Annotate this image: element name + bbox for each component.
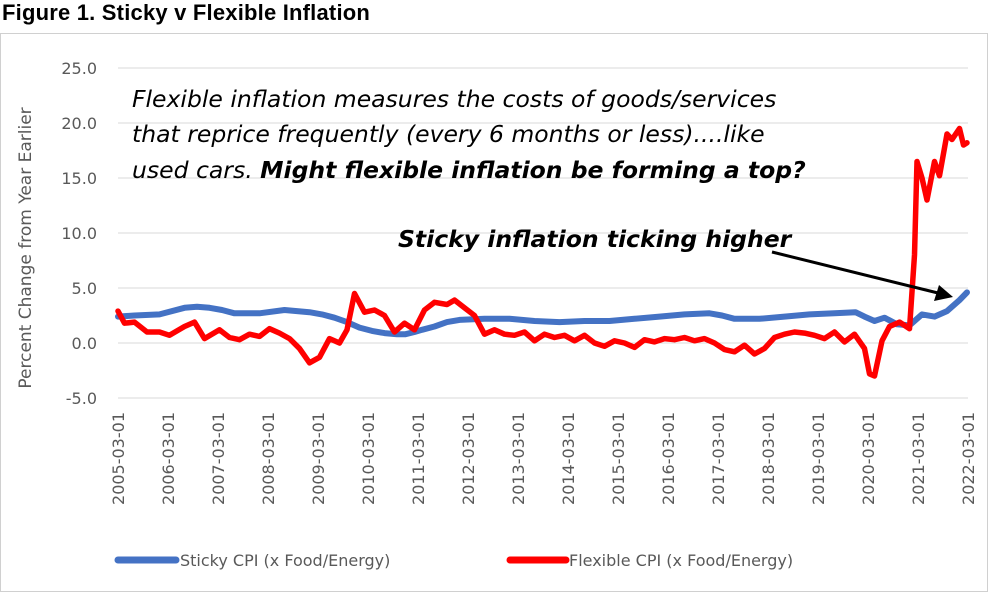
legend-label-flexible: Flexible CPI (x Food/Energy): [569, 551, 793, 570]
annotation-line-1: Flexible inflation measures the costs of…: [132, 85, 776, 113]
series-line-sticky: [115, 289, 970, 338]
annotation-box: Flexible inflation measures the costs of…: [132, 85, 806, 184]
legend: Sticky CPI (x Food/Energy) Flexible CPI …: [114, 551, 793, 570]
arrow-annotation: Sticky inflation ticking higher: [398, 225, 953, 301]
y-tick-label: 5.0: [72, 279, 97, 298]
series-lines: [115, 125, 970, 379]
gridlines: [118, 67, 968, 399]
x-tick-label: 2016-03-01: [659, 412, 678, 505]
arrow-line: [771, 250, 939, 295]
y-axis-ticks: 25.0 20.0 15.0 10.0 5.0 0.0 -5.0: [61, 59, 97, 408]
y-tick-label: 0.0: [72, 334, 97, 353]
x-tick-label: 2012-03-01: [459, 412, 478, 505]
arrow-head: [934, 285, 953, 301]
x-tick-label: 2021-03-01: [909, 412, 928, 505]
x-tick-label: 2014-03-01: [559, 412, 578, 505]
y-tick-label: -5.0: [66, 389, 97, 408]
y-tick-label: 20.0: [61, 114, 97, 133]
series-line-flexible: [115, 125, 970, 379]
x-tick-label: 2009-03-01: [309, 412, 328, 505]
x-tick-label: 2015-03-01: [609, 412, 628, 505]
x-tick-label: 2005-03-01: [109, 412, 128, 505]
x-axis-ticks: 2005-03-01 2006-03-01 2007-03-01 2008-03-01…: [109, 412, 978, 505]
x-tick-label: 2011-03-01: [409, 412, 428, 505]
x-tick-label: 2006-03-01: [159, 412, 178, 505]
annotation-line-3-plain: used cars.: [132, 156, 260, 184]
x-tick-label: 2019-03-01: [809, 412, 828, 505]
annotation-line-3-bold: Might flexible inflation be forming a to…: [260, 156, 806, 184]
x-tick-label: 2008-03-01: [259, 412, 278, 505]
x-tick-label: 2010-03-01: [359, 412, 378, 505]
annotation-line-3: used cars. Might flexible inflation be f…: [132, 156, 806, 184]
legend-label-sticky: Sticky CPI (x Food/Energy): [180, 551, 390, 570]
x-tick-label: 2022-03-01: [959, 412, 978, 505]
y-tick-label: 25.0: [61, 59, 97, 78]
annotation-line-2: that reprice frequently (every 6 months …: [132, 120, 765, 148]
y-tick-label: 10.0: [61, 224, 97, 243]
x-tick-label: 2017-03-01: [709, 412, 728, 505]
y-tick-label: 15.0: [61, 169, 97, 188]
x-tick-label: 2013-03-01: [509, 412, 528, 505]
x-tick-label: 2020-03-01: [859, 412, 878, 505]
y-axis-label: Percent Change from Year Earlier: [16, 107, 36, 388]
x-tick-label: 2018-03-01: [759, 412, 778, 505]
figure-title: Figure 1. Sticky v Flexible Inflation: [2, 0, 371, 25]
x-tick-label: 2007-03-01: [209, 412, 228, 505]
arrow-label: Sticky inflation ticking higher: [398, 225, 793, 253]
